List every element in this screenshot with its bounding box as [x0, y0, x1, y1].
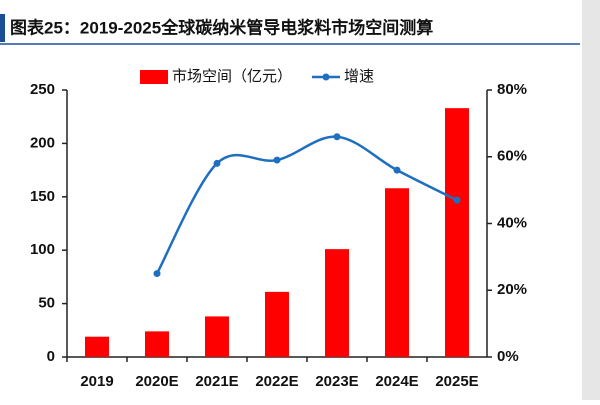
y2-tick-label: 20% [497, 281, 527, 298]
y-tick-label: 250 [30, 81, 55, 98]
line-point [453, 196, 461, 204]
y2-tick-label: 40% [497, 214, 527, 231]
y2-tick-label: 60% [497, 148, 527, 165]
chart-title: 图表25：2019-2025全球碳纳米管导电浆料市场空间测算 [10, 17, 433, 37]
side-bar [582, 0, 600, 400]
line-point [213, 159, 221, 167]
bar [85, 336, 109, 357]
y-tick-label: 100 [30, 241, 55, 258]
bar [325, 249, 349, 357]
line-point [333, 133, 341, 141]
line-point [153, 270, 161, 278]
bar [445, 108, 469, 357]
x-tick-label: 2024E [375, 373, 418, 390]
y-tick-label: 50 [38, 295, 55, 312]
x-tick-label: 2025E [435, 373, 478, 390]
line [155, 135, 458, 275]
line-point [393, 166, 401, 174]
legend-label: 市场空间（亿元） [172, 68, 292, 85]
legend-swatch [140, 70, 168, 84]
y-tick-label: 0 [47, 348, 55, 365]
y2-tick-label: 80% [497, 81, 527, 98]
bar [205, 316, 229, 357]
legend-label: 增速 [344, 68, 374, 85]
x-tick-label: 2019 [80, 373, 113, 390]
x-tick-label: 2023E [315, 373, 358, 390]
y-tick-label: 200 [30, 134, 55, 151]
y-tick-label: 150 [30, 188, 55, 205]
legend-swatch [322, 73, 330, 81]
x-tick-label: 2020E [135, 373, 178, 390]
bar [145, 331, 169, 357]
x-tick-label: 2021E [195, 373, 238, 390]
x-tick-label: 2022E [255, 373, 298, 390]
bar [385, 188, 409, 357]
bar [265, 291, 289, 357]
line-point [273, 156, 281, 164]
title-marker [0, 14, 5, 42]
y2-tick-label: 0% [497, 348, 519, 365]
